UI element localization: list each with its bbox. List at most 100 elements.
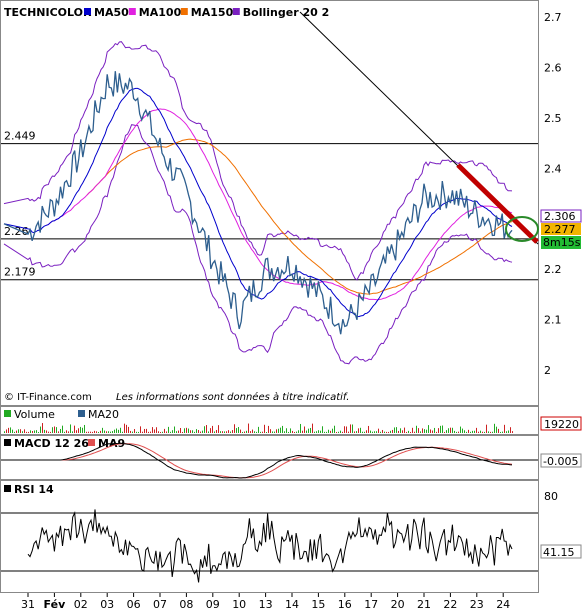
volume-bar — [336, 431, 337, 433]
volume-bar — [120, 427, 121, 433]
bollinger-bands — [3, 41, 513, 365]
volume-bar — [320, 430, 321, 433]
volume-bar — [256, 431, 257, 433]
volume-bar — [478, 431, 479, 433]
legend-swatch-3 — [232, 8, 240, 15]
bollinger-upper — [3, 41, 513, 281]
volume-bar — [68, 431, 69, 433]
volume-legend-swatch-0 — [4, 410, 11, 417]
volume-bar — [384, 431, 385, 433]
price-tick-5: 2.2 — [544, 263, 562, 276]
volume-bar — [202, 430, 203, 433]
volume-bar — [104, 430, 105, 433]
volume-bar — [484, 431, 485, 433]
volume-bar — [152, 427, 153, 433]
volume-bar — [118, 429, 119, 433]
volume-bar — [226, 431, 227, 433]
volume-bar — [498, 428, 499, 433]
x-tick-4: 06 — [127, 598, 141, 610]
volume-bar — [332, 428, 333, 433]
volume-bar — [344, 426, 345, 433]
volume-bar — [22, 431, 23, 433]
volume-bar — [454, 430, 455, 433]
volume-bar — [322, 426, 323, 433]
price-tick-2: 2.5 — [544, 112, 562, 125]
volume-bar — [12, 429, 13, 433]
ma50-line — [3, 87, 513, 318]
volume-bar — [406, 431, 407, 433]
volume-bar — [162, 431, 163, 433]
x-tick-3: 03 — [100, 598, 114, 610]
volume-bar — [398, 430, 399, 433]
volume-bar — [232, 430, 233, 433]
rsi-panel-frame — [0, 480, 539, 593]
volume-bar — [282, 425, 283, 433]
highlight-circle — [505, 216, 539, 242]
copyright: © IT-Finance.com — [4, 392, 92, 403]
volume-bar — [272, 431, 273, 433]
volume-bar — [78, 428, 79, 433]
volume-bar — [100, 430, 101, 433]
volume-bar — [326, 431, 327, 433]
rsi-line — [27, 509, 513, 583]
volume-bar — [496, 426, 497, 433]
volume-bar — [188, 428, 189, 433]
volume-bar — [192, 430, 193, 433]
volume-bar — [106, 431, 107, 433]
volume-bar — [32, 430, 33, 433]
volume-bar — [492, 431, 493, 433]
volume-bar — [276, 429, 277, 433]
volume-bar — [54, 426, 55, 433]
volume-bar — [50, 431, 51, 433]
volume-bar — [402, 430, 403, 433]
volume-bar — [46, 430, 47, 433]
volume-bar — [220, 431, 221, 433]
volume-bar — [110, 431, 111, 433]
volume-bar — [260, 431, 261, 433]
volume-bar — [36, 430, 37, 433]
volume-bar — [338, 431, 339, 433]
volume-bar — [180, 427, 181, 433]
volume-bar — [236, 428, 237, 433]
volume-bar — [136, 431, 137, 433]
volume-bar — [388, 431, 389, 433]
volume-bar — [8, 427, 9, 433]
volume-bar — [372, 431, 373, 433]
volume-bar — [270, 429, 271, 433]
volume-bar — [350, 424, 351, 433]
volume-bar — [456, 431, 457, 433]
volume-bar — [280, 427, 281, 433]
volume-bar — [278, 428, 279, 433]
volume-bar — [134, 429, 135, 433]
macd-value-box — [540, 453, 582, 468]
volume-bar — [486, 424, 487, 433]
volume-bar — [346, 426, 347, 433]
volume-bar — [306, 430, 307, 433]
volume-bar — [40, 426, 41, 433]
volume-bar — [458, 431, 459, 433]
volume-bar — [364, 431, 365, 433]
volume-bar — [300, 423, 301, 433]
tag-last-price — [541, 223, 581, 235]
volume-bar — [494, 423, 495, 433]
volume-bar — [502, 431, 503, 433]
bollinger-lower — [3, 124, 513, 365]
volume-bar — [308, 428, 309, 433]
volume-bar — [196, 429, 197, 433]
volume-bar — [466, 431, 467, 433]
level-label-2: 2.179 — [4, 266, 36, 279]
volume-bar — [62, 425, 63, 433]
price-tick-3: 2.4 — [544, 162, 562, 175]
volume-bar — [184, 428, 185, 433]
volume-bar — [24, 429, 25, 433]
volume-bar — [18, 429, 19, 433]
rsi-legend-0: RSI 14 — [14, 483, 54, 496]
volume-bar — [42, 423, 43, 433]
volume-bar — [248, 423, 249, 433]
volume-bar — [374, 431, 375, 433]
volume-bar — [328, 429, 329, 433]
x-tick-6: 08 — [179, 598, 193, 610]
tag-bollinger-upper — [540, 209, 582, 223]
volume-bar — [14, 431, 15, 433]
